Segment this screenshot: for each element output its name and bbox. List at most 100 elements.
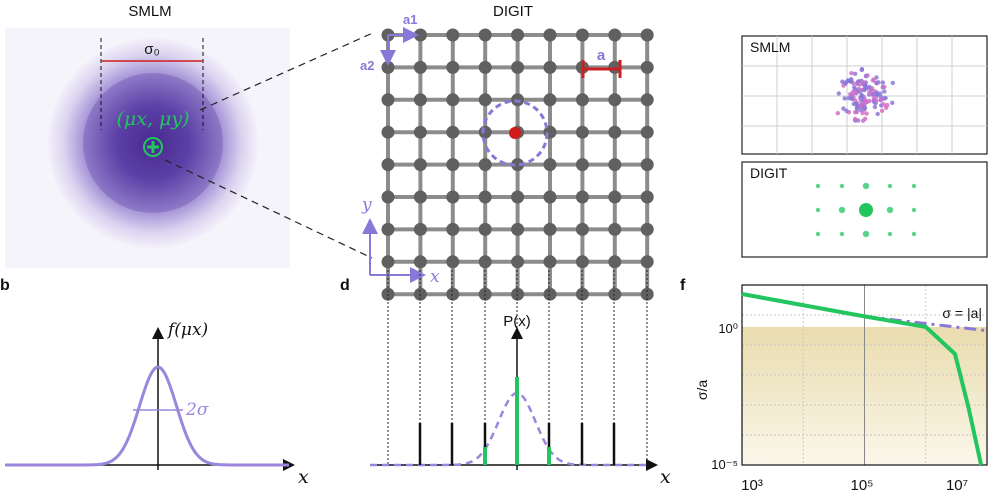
digit-site-dot	[815, 231, 821, 237]
localization-dot	[874, 98, 879, 103]
localization-dot	[860, 110, 865, 116]
lattice-y-label: y	[361, 195, 372, 215]
lattice-site	[381, 255, 395, 269]
lattice-site	[446, 287, 460, 301]
localization-dot	[880, 80, 885, 85]
lattice-site	[543, 222, 557, 236]
localization-dot	[863, 116, 868, 122]
px-bars	[418, 377, 616, 465]
projection-lines	[387, 270, 648, 465]
localization-dot	[890, 100, 895, 106]
lattice-site	[446, 125, 460, 139]
lattice-site	[608, 287, 622, 301]
lattice-site	[446, 60, 460, 74]
smlm-box-label: SMLM	[750, 39, 790, 55]
lattice-site	[608, 28, 622, 42]
smlm-series-line	[741, 292, 988, 333]
chart-y-label: σ/a	[694, 380, 710, 401]
precision-chart	[741, 284, 988, 466]
lattice-site	[478, 158, 492, 172]
sigma-a-annotation: σ = |a|	[942, 305, 982, 321]
a2-label: a2	[360, 58, 374, 73]
panel-letter-f: f	[680, 277, 686, 294]
lattice-site	[543, 255, 557, 269]
localization-dot	[875, 111, 880, 117]
lattice-site	[640, 158, 654, 172]
localization-dot	[862, 105, 868, 111]
lattice-site	[413, 60, 427, 74]
localization-dot	[874, 80, 879, 86]
digit-site-dot	[839, 231, 845, 237]
localization-dot	[857, 82, 862, 87]
px-y-label: P(x)	[503, 313, 531, 330]
digit-site-dot	[862, 230, 870, 238]
digit-box-label: DIGIT	[750, 165, 788, 181]
localization-dot	[861, 80, 866, 85]
digit-site-dot	[838, 206, 846, 214]
a1-label: a1	[403, 12, 417, 27]
lattice-site	[640, 28, 654, 42]
zoom-line-bottom	[164, 159, 373, 259]
localization-dot	[878, 97, 884, 102]
lattice-site	[575, 158, 589, 172]
lattice-site	[511, 158, 525, 172]
lattice-site	[543, 158, 557, 172]
localization-dot	[882, 84, 887, 90]
xtick-1e3: 10³	[741, 477, 763, 494]
lattice-site	[381, 60, 395, 74]
lattice-site	[543, 190, 557, 204]
localization-dot	[849, 71, 854, 76]
lattice-site	[608, 158, 622, 172]
digit-site-dot	[862, 182, 870, 190]
lattice-site	[608, 60, 622, 74]
panel-letter-b: b	[0, 277, 10, 294]
localization-dot	[883, 95, 888, 101]
psf-circle	[481, 99, 549, 167]
digit-series-line	[741, 292, 984, 466]
lattice-site	[446, 222, 460, 236]
localization-dot	[867, 84, 872, 90]
center-marker-icon	[143, 137, 163, 157]
localization-dot	[882, 89, 887, 94]
lattice-site	[381, 158, 395, 172]
lattice-site	[543, 28, 557, 42]
lattice-site	[478, 222, 492, 236]
digit-site-dot	[815, 207, 821, 213]
lattice-site	[413, 158, 427, 172]
localization-dot	[846, 95, 851, 101]
localization-dot	[844, 108, 849, 114]
px-envelope-curve	[370, 391, 650, 467]
lattice-site	[413, 93, 427, 107]
lattice-site	[446, 190, 460, 204]
digit-site-dot	[887, 231, 893, 237]
localization-dot	[854, 104, 860, 110]
lattice-site	[575, 255, 589, 269]
localization-dot	[872, 104, 878, 110]
localization-dot	[874, 91, 879, 96]
lattice-site	[575, 222, 589, 236]
lattice-site	[381, 93, 395, 107]
ytick-1e0: 10⁰	[718, 321, 738, 336]
smlm-scatter-box	[741, 35, 988, 155]
smlm-title: SMLM	[128, 3, 171, 20]
localization-dot	[867, 89, 872, 95]
lattice-site	[640, 125, 654, 139]
lattice-site	[478, 28, 492, 42]
lattice-site	[608, 255, 622, 269]
lattice-site	[640, 255, 654, 269]
digit-site-dot	[911, 231, 917, 237]
spacing-label: a	[597, 47, 606, 64]
lattice-site	[413, 190, 427, 204]
lattice-site	[478, 93, 492, 107]
panel-letter-d: d	[340, 277, 350, 294]
localization-dot	[841, 83, 846, 88]
localization-dot	[859, 67, 865, 73]
localization-dot	[879, 108, 885, 114]
lattice-site	[446, 158, 460, 172]
localization-dot	[883, 105, 889, 111]
lattice-site	[413, 222, 427, 236]
digit-site-dot	[886, 206, 894, 214]
lattice-site	[543, 60, 557, 74]
lattice-site	[478, 255, 492, 269]
lattice-site	[608, 190, 622, 204]
